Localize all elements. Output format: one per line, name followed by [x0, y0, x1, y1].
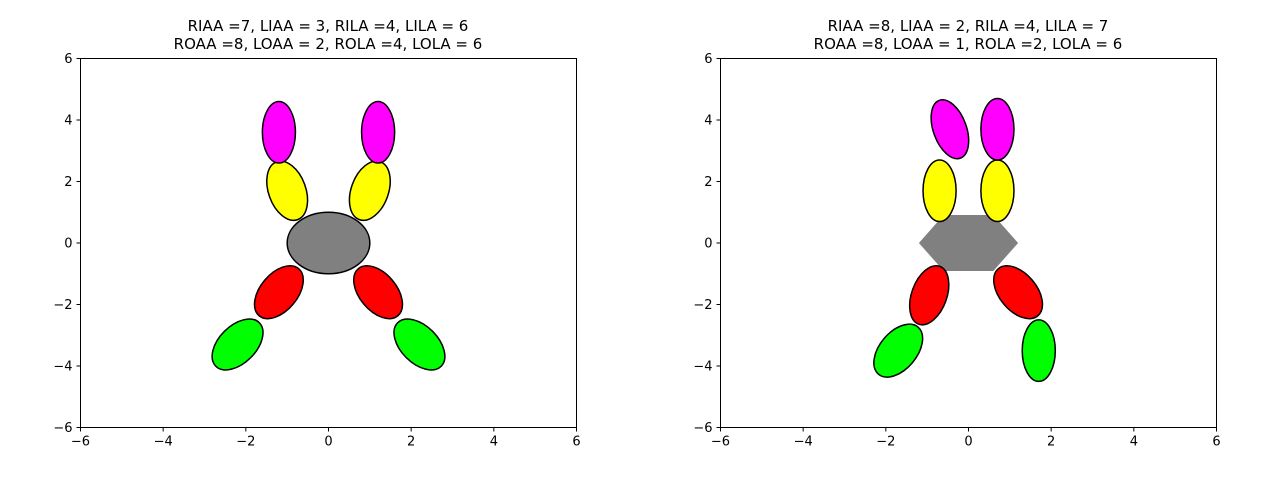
chart-right-x-tick-label: 6: [1212, 435, 1220, 450]
chart-right-y-tick-label: 6: [704, 52, 712, 67]
chart-left-segment-upper-right-outer: [360, 100, 396, 164]
chart-left-y-tick-label: 6: [64, 52, 72, 67]
chart-left-y-tick-label: −2: [53, 298, 72, 313]
chart-left-y-tick-label: −6: [53, 421, 72, 436]
chart-right-y-tick-label: 4: [704, 114, 712, 129]
chart-left-x-tick-label: −2: [236, 435, 255, 450]
chart-left-marks: [211, 100, 446, 371]
chart-left-segment-upper-left-outer: [261, 100, 297, 164]
chart-right-segment-upper-right-inner: [980, 159, 1015, 223]
chart-right-y-tick-label: −4: [693, 360, 712, 375]
chart-left-x-tick-label: 4: [490, 435, 498, 450]
chart-right: RIAA =8, LIAA = 2, RILA =4, LILA = 7 ROA…: [693, 17, 1220, 450]
chart-right-y-tick-label: 2: [704, 175, 712, 190]
chart-left-segment-lower-right-inner: [352, 265, 404, 320]
chart-right-body: [918, 215, 1019, 271]
chart-right-ticks: −6 −4 −2 0 2 4 6 −6 −4 −2 0 2 4 6: [693, 52, 1220, 450]
chart-left-x-tick-label: −4: [154, 435, 173, 450]
chart-right-segment-lower-left-outer: [873, 323, 924, 378]
chart-right-marks: [873, 97, 1057, 383]
chart-right-x-tick-label: 4: [1130, 435, 1138, 450]
chart-left-y-tick-label: 0: [64, 237, 72, 252]
chart-left-x-tick-label: 2: [407, 435, 415, 450]
chart-left-segment-lower-left-outer: [211, 318, 264, 371]
chart-left-ticks: −6 −4 −2 0 2 4 6 −6 −4 −2 0 2 4 6: [53, 52, 580, 450]
chart-left: RIAA =7, LIAA = 3, RILA =4, LILA = 6 ROA…: [53, 17, 580, 450]
chart-right-y-tick-label: 0: [704, 237, 712, 252]
chart-right-x-tick-label: −2: [876, 435, 895, 450]
chart-left-y-tick-label: 4: [64, 114, 72, 129]
chart-right-x-tick-label: 2: [1047, 435, 1055, 450]
chart-right-segment-lower-right-outer: [1021, 319, 1057, 383]
chart-right-title-line-1: RIAA =8, LIAA = 2, RILA =4, LILA = 7: [828, 17, 1109, 35]
chart-left-segment-lower-right-outer: [393, 318, 446, 371]
chart-left-body: [286, 211, 371, 275]
chart-left-y-tick-label: −4: [53, 360, 72, 375]
chart-left-title-line-2: ROAA =8, LOAA = 2, ROLA =4, LOLA = 6: [174, 35, 483, 53]
chart-right-x-tick-label: −4: [794, 435, 813, 450]
chart-right-x-tick-label: 0: [964, 435, 972, 450]
chart-right-y-tick-label: −6: [693, 421, 712, 436]
chart-right-y-tick-label: −2: [693, 298, 712, 313]
chart-right-segment-upper-left-outer: [930, 99, 970, 160]
chart-right-segment-upper-right-outer: [980, 97, 1015, 161]
chart-left-x-tick-label: 6: [572, 435, 580, 450]
chart-right-x-tick-label: −6: [711, 435, 730, 450]
chart-right-segment-upper-left-inner: [922, 159, 957, 223]
chart-right-segment-lower-left-inner: [908, 265, 950, 326]
chart-right-title-line-2: ROAA =8, LOAA = 1, ROLA =2, LOLA = 6: [814, 35, 1123, 53]
chart-left-x-tick-label: −6: [71, 435, 90, 450]
chart-left-x-tick-label: 0: [324, 435, 332, 450]
chart-left-segment-lower-left-inner: [253, 265, 305, 320]
chart-left-y-tick-label: 2: [64, 175, 72, 190]
chart-left-title-line-1: RIAA =7, LIAA = 3, RILA =4, LILA = 6: [188, 17, 469, 35]
chart-right-segment-lower-right-inner: [992, 265, 1044, 320]
